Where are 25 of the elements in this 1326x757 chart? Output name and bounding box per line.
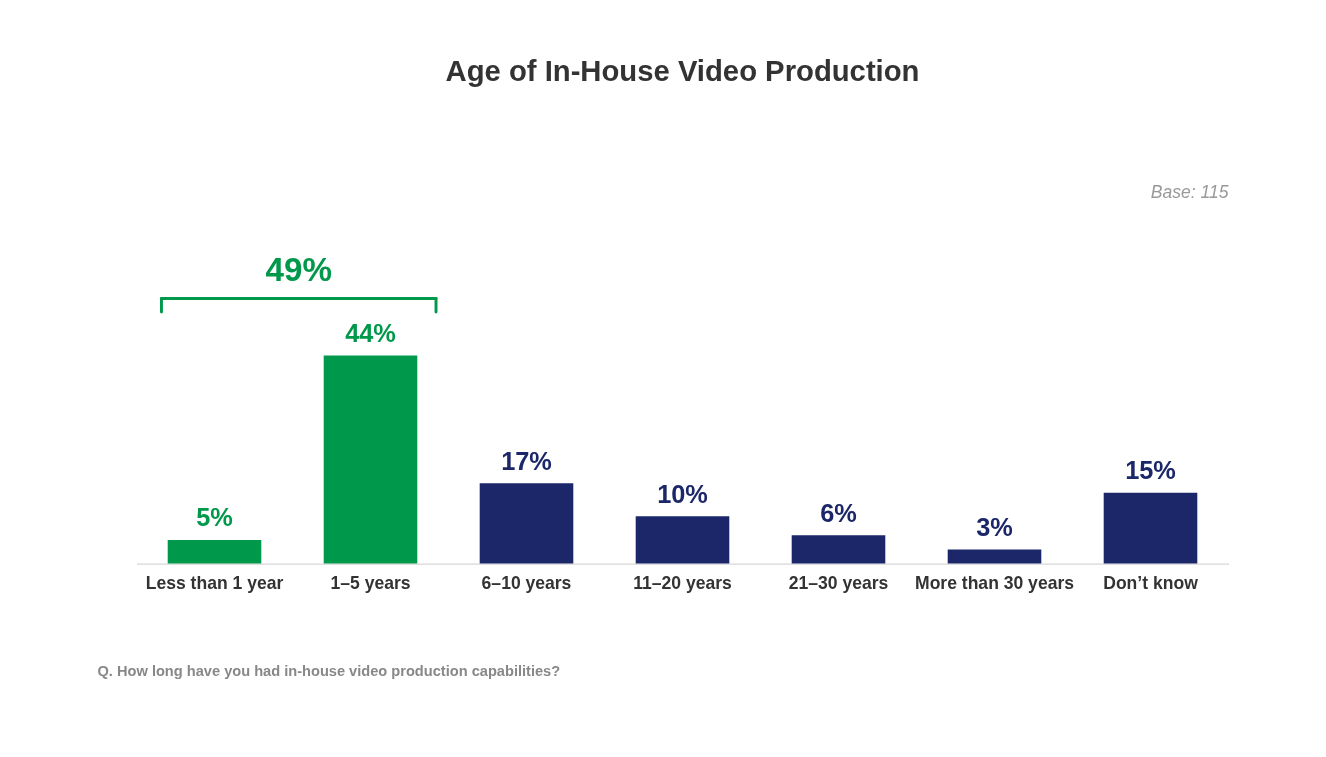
bar [947,549,1042,564]
bar [791,535,886,564]
bar [323,355,418,564]
x-tick-label: 6–10 years [481,573,572,594]
x-tick-label: More than 30 years [915,573,1075,594]
data-label: 44% [345,318,396,347]
data-label: 6% [820,498,857,527]
bar [479,483,574,564]
text: Base: 115 [1150,181,1229,202]
data-label: 10% [657,479,708,508]
x-tick-label: Less than 1 year [145,573,284,594]
bar [1103,492,1198,564]
data-label: 17% [501,446,552,475]
x-tick-label: 11–20 years [633,573,733,594]
data-label: 15% [1125,456,1176,485]
text: Q. How long have you had in-house video production capabilities? [97,662,561,679]
data-label: 5% [196,503,233,532]
bar [167,539,262,564]
x-tick-label: 1–5 years [330,573,411,594]
chart-title: Age of In-House Video Production [445,54,920,87]
x-tick-label: 21–30 years [788,573,889,594]
x-tick-label: Don’t know [1103,573,1199,594]
bar [635,516,730,564]
text: 49% [265,250,332,288]
data-label: 3% [976,512,1013,541]
